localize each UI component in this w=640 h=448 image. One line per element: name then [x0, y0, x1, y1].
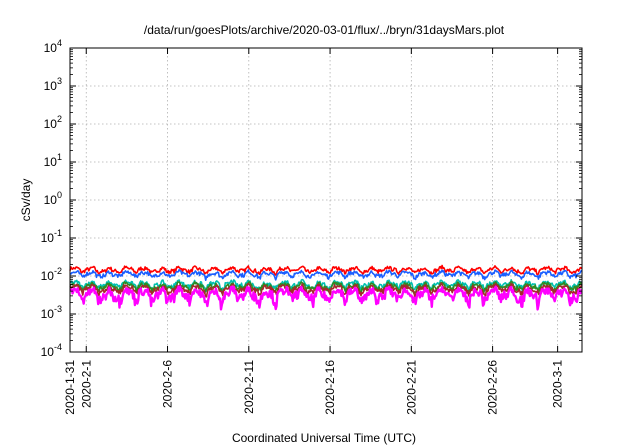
y-tick-label: 101: [44, 152, 62, 169]
y-tick-label: 103: [44, 76, 62, 93]
y-tick-label: 100: [44, 190, 62, 207]
y-tick-label: 104: [44, 38, 62, 55]
x-tick-label: 2020-2-21: [404, 360, 418, 415]
x-tick-label: 2020-1-31: [63, 360, 77, 415]
y-tick-label: 10-2: [41, 266, 62, 283]
series-line: [69, 285, 583, 311]
series-line: [69, 268, 583, 281]
y-tick-label: 10-3: [41, 304, 62, 321]
x-tick-label: 2020-2-26: [486, 360, 500, 415]
grid: [69, 47, 582, 353]
series-group: [69, 264, 583, 311]
y-axis-label: cSv/day: [19, 179, 33, 222]
x-tick-label: 2020-2-1: [79, 360, 93, 408]
series-line: [69, 264, 583, 276]
x-tick-label: 2020-2-16: [323, 360, 337, 415]
x-tick-label: 2020-3-1: [551, 360, 565, 408]
y-axis: 104 103 102 101 100 10-1 10-2 10-3 10-4: [41, 38, 582, 359]
chart-title: /data/run/goesPlots/archive/2020-03-01/f…: [144, 23, 505, 37]
y-tick-label: 10-4: [41, 342, 62, 359]
x-axis-label: Coordinated Universal Time (UTC): [232, 431, 416, 445]
x-axis: 2020-1-31 2020-2-1 2020-2-6 2020-2-11 2020-2…: [63, 48, 565, 415]
x-tick-label: 2020-2-6: [161, 360, 175, 408]
y-tick-label: 10-1: [41, 228, 62, 245]
y-tick-label: 102: [44, 114, 62, 131]
x-tick-label: 2020-2-11: [242, 360, 256, 414]
